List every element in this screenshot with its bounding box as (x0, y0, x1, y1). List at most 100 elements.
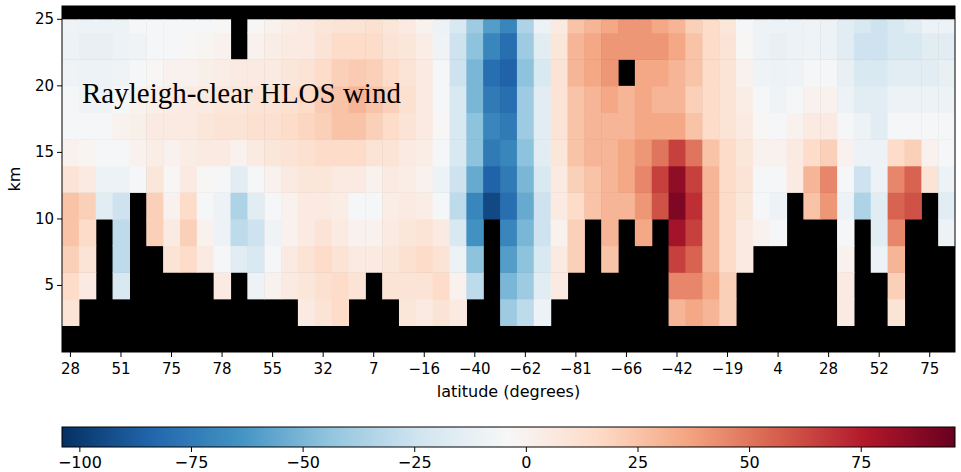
cell (719, 59, 736, 86)
cell (719, 299, 736, 326)
cell (551, 33, 568, 60)
cell (298, 166, 315, 193)
cell (96, 112, 113, 139)
cell (820, 192, 837, 219)
cell (365, 219, 382, 246)
cell (803, 59, 820, 86)
cell (685, 59, 702, 86)
cell (382, 246, 399, 273)
cell (820, 33, 837, 60)
cell (921, 166, 938, 193)
cell (62, 139, 79, 166)
cell (146, 33, 163, 60)
cell (787, 139, 804, 166)
cell (466, 33, 483, 60)
cell (416, 86, 433, 113)
cell (399, 192, 416, 219)
cell (416, 139, 433, 166)
cell (871, 139, 888, 166)
colorbar-tick (637, 447, 638, 452)
cell (669, 192, 686, 219)
cell (180, 219, 197, 246)
cell (264, 272, 281, 299)
cell (871, 192, 888, 219)
cell (567, 139, 584, 166)
cell (551, 192, 568, 219)
cell (79, 192, 96, 219)
cell (129, 19, 146, 33)
cell (450, 166, 467, 193)
cell (534, 59, 551, 86)
cell (787, 112, 804, 139)
cell (652, 139, 669, 166)
cell (416, 112, 433, 139)
cell (129, 33, 146, 60)
cell (500, 299, 517, 326)
cell (500, 166, 517, 193)
cell (938, 19, 955, 33)
cell (298, 33, 315, 60)
cell (264, 112, 281, 139)
cell (483, 112, 500, 139)
cell (433, 59, 450, 86)
cell (500, 139, 517, 166)
x-tick (626, 352, 627, 357)
cell (736, 19, 753, 33)
cell (264, 219, 281, 246)
x-tick (676, 352, 677, 357)
cell (281, 139, 298, 166)
cell (551, 112, 568, 139)
x-tick-label: −19 (712, 360, 744, 378)
cell (702, 219, 719, 246)
cell (618, 166, 635, 193)
y-tick (57, 19, 62, 20)
cell (888, 272, 905, 299)
cell (466, 246, 483, 273)
cell (567, 86, 584, 113)
cell (214, 112, 231, 139)
cell (854, 192, 871, 219)
cell (62, 166, 79, 193)
cell (601, 112, 618, 139)
cell (62, 246, 79, 273)
cell (871, 219, 888, 246)
cell (787, 19, 804, 33)
x-tick-label: 28 (819, 360, 838, 378)
cell (753, 19, 770, 33)
cell (79, 112, 96, 139)
cell (365, 166, 382, 193)
cell (567, 166, 584, 193)
y-tick-label: 10 (35, 210, 54, 228)
cell (584, 86, 601, 113)
cell (79, 219, 96, 246)
cell (214, 272, 231, 299)
cell (753, 59, 770, 86)
cell (113, 192, 130, 219)
cell (803, 166, 820, 193)
cell (281, 246, 298, 273)
colorbar-tick-label: 75 (851, 453, 871, 472)
cell (62, 33, 79, 60)
cell (938, 139, 955, 166)
cell (348, 272, 365, 299)
cell (365, 33, 382, 60)
cell (146, 19, 163, 33)
x-tick (171, 352, 172, 357)
colorbar-tick (526, 447, 527, 452)
cell (399, 166, 416, 193)
cell (281, 192, 298, 219)
cell (601, 139, 618, 166)
x-tick-label: −40 (459, 360, 491, 378)
cell (399, 272, 416, 299)
cell (79, 139, 96, 166)
cell (62, 112, 79, 139)
cell (770, 86, 787, 113)
cell (669, 19, 686, 33)
cell (837, 112, 854, 139)
cell (938, 166, 955, 193)
cell (551, 59, 568, 86)
cell (635, 86, 652, 113)
cell (871, 19, 888, 33)
cell (416, 219, 433, 246)
cell (719, 246, 736, 273)
